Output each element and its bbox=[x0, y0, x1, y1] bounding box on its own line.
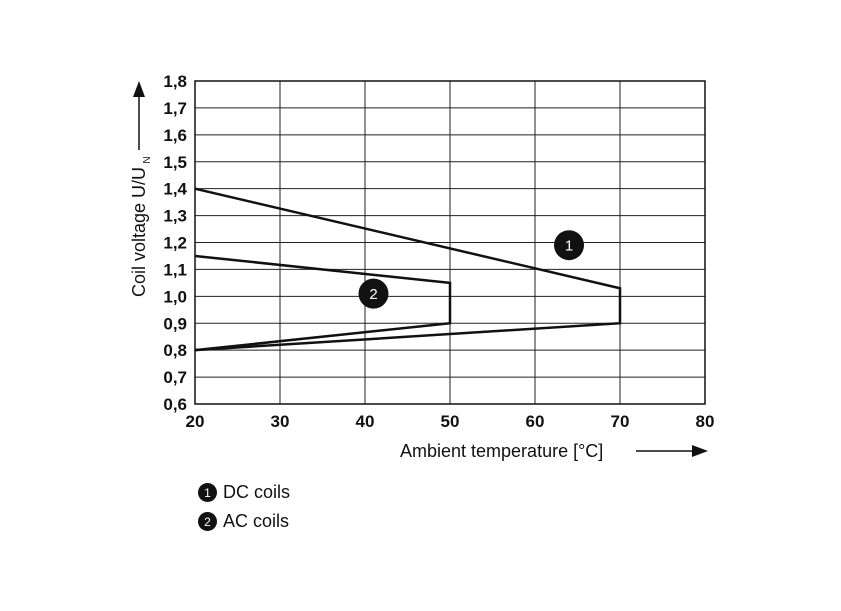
y-tick-label: 1,2 bbox=[163, 234, 187, 253]
x-tick-label: 30 bbox=[271, 412, 290, 431]
series-marker-2 bbox=[358, 278, 389, 309]
series-line-1 bbox=[194, 187, 622, 352]
legend-marker-1: 1 bbox=[198, 483, 217, 502]
x-tick-label: 60 bbox=[526, 412, 545, 431]
y-tick-label: 0,7 bbox=[163, 368, 187, 387]
x-axis-arrow-icon bbox=[636, 445, 708, 457]
legend-item-dc-coils: 1 DC coils bbox=[198, 478, 290, 507]
x-tick-label: 80 bbox=[696, 412, 715, 431]
y-tick-label: 1,5 bbox=[163, 153, 187, 172]
legend-marker-2: 2 bbox=[198, 512, 217, 531]
y-tick-label: 1,7 bbox=[163, 99, 187, 118]
y-tick-label: 1,3 bbox=[163, 207, 187, 226]
series-marker-label-1: 1 bbox=[565, 238, 573, 255]
legend-label-ac-coils: AC coils bbox=[223, 511, 290, 531]
legend-label-dc-coils: DC coils bbox=[223, 482, 291, 502]
y-tick-label: 0,6 bbox=[163, 395, 187, 414]
series-marker-label-2: 2 bbox=[369, 286, 377, 303]
y-axis-arrow-icon bbox=[133, 81, 145, 150]
y-tick-label: 1,6 bbox=[163, 126, 187, 145]
x-axis-title: Ambient temperature [°C] bbox=[400, 441, 603, 461]
y-tick-label: 1,8 bbox=[163, 72, 187, 91]
y-axis-title-subscript: N bbox=[142, 156, 153, 163]
y-tick-labels: 0,6 0,7 0,8 0,9 1,0 1,1 1,2 1,3 1,4 1,5 1,6 1,7 1,8 bbox=[163, 72, 187, 414]
x-tick-label: 70 bbox=[611, 412, 630, 431]
x-tick-labels: 20 30 40 50 60 70 80 bbox=[186, 412, 715, 431]
series-line-2 bbox=[194, 254, 452, 352]
series-layer bbox=[194, 187, 622, 352]
y-axis-title-sub: N bbox=[142, 156, 153, 163]
y-axis-title-main: Coil voltage U/U bbox=[129, 167, 149, 297]
y-tick-label: 0,8 bbox=[163, 341, 187, 360]
y-tick-label: 1,0 bbox=[163, 287, 187, 306]
y-axis-title: Coil voltage U/U bbox=[129, 167, 149, 297]
x-tick-label: 50 bbox=[441, 412, 460, 431]
series-markers: 12 bbox=[358, 230, 584, 309]
plot-frame bbox=[194, 80, 706, 405]
y-tick-label: 0,9 bbox=[163, 314, 187, 333]
legend-item-ac-coils: 2 AC coils bbox=[198, 507, 290, 536]
series-marker-1 bbox=[554, 230, 584, 261]
grid bbox=[194, 80, 706, 405]
x-tick-label: 40 bbox=[356, 412, 375, 431]
y-tick-label: 1,1 bbox=[163, 260, 187, 279]
y-tick-label: 1,4 bbox=[163, 180, 187, 199]
x-tick-label: 20 bbox=[186, 412, 205, 431]
legend: 1 DC coils 2 AC coils bbox=[198, 478, 290, 536]
